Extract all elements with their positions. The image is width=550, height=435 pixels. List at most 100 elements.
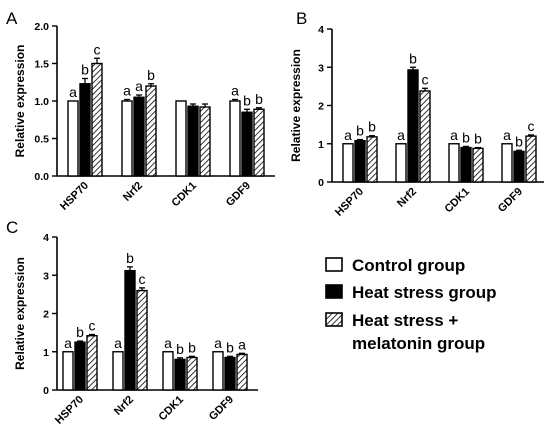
significance-label-c: a [214,335,222,351]
bar-c-nrf2-heat-stress [124,269,136,391]
significance-label-a: a [231,83,239,99]
significance-label-c: b [126,250,134,266]
bar-a-nrf2-heat-stress [133,96,145,177]
bar-a-gdf9-control [229,100,241,177]
bar-c-gdf9-heat-stress-melatonin [236,353,248,391]
significance-label-c: a [164,335,172,351]
bar-b-hsp70-control [342,143,354,183]
category-label-c-cdk1: CDK1 [156,394,186,424]
panel-letter-c: C [6,218,18,237]
y-tick-label-c: 3 [43,270,49,282]
y-tick-label-b: 1 [318,139,324,151]
bar-a-cdk1-heat-stress [187,105,199,177]
category-label-a-cdk1: CDK1 [169,180,199,210]
panel-letter-b: B [296,9,307,28]
bar-c-gdf9-heat-stress [224,356,236,391]
category-label-c-nrf2: Nrf2 [112,394,136,418]
significance-label-a: a [135,78,143,94]
y-tick-label-a: 2.0 [34,21,49,33]
category-label-c-gdf9: GDF9 [207,394,236,423]
bar-b-cdk1-control [448,143,460,183]
bar-a-hsp70-heat-stress [79,83,91,177]
significance-label-b: b [515,133,523,149]
significance-label-a: a [123,83,131,99]
legend-swatch-heat-stress [325,284,343,299]
y-axis-label-c: Relative expression [13,257,27,370]
significance-label-b: b [462,129,470,145]
category-label-a-nrf2: Nrf2 [121,180,145,204]
category-label-a-hsp70: HSP70 [58,180,91,213]
bar-c-hsp70-control [62,351,74,391]
significance-label-b: c [528,118,535,134]
bar-b-hsp70-heat-stress-melatonin [366,136,378,183]
bar-c-cdk1-heat-stress [174,358,186,391]
bar-c-nrf2-heat-stress-melatonin [136,289,148,391]
bar-a-gdf9-heat-stress-melatonin [253,108,265,177]
y-tick-label-c: 2 [43,309,49,321]
significance-label-c: b [226,339,234,355]
y-tick-label-b: 4 [318,24,324,36]
category-label-a-gdf9: GDF9 [224,180,253,209]
bar-b-gdf9-control [501,143,513,183]
category-label-b-cdk1: CDK1 [442,186,472,216]
y-tick-label-c: 1 [43,347,49,359]
significance-label-b: b [409,50,417,66]
legend-swatch-control [325,257,343,272]
legend-label-control: Control group [352,256,465,275]
bar-c-cdk1-control [162,351,174,391]
y-tick-label-c: 4 [43,232,49,244]
legend: Control group Heat stress group Heat str… [325,256,497,353]
significance-label-c: a [238,336,246,352]
y-tick-label-a: 0.0 [34,171,49,183]
significance-label-a: b [243,92,251,108]
bar-b-nrf2-heat-stress [407,69,419,183]
significance-label-b: a [450,127,458,143]
significance-label-c: b [188,339,196,355]
y-tick-label-b: 3 [318,62,324,74]
bar-c-cdk1-heat-stress-melatonin [186,356,198,391]
significance-label-c: a [64,335,72,351]
bar-a-gdf9-heat-stress [241,111,253,177]
significance-label-b: b [356,123,364,139]
significance-label-b: a [344,127,352,143]
bar-a-cdk1-heat-stress-melatonin [199,106,211,177]
significance-label-c: c [139,271,146,287]
significance-label-a: b [81,62,89,78]
y-tick-label-b: 0 [318,177,324,189]
y-axis-label-a: Relative expression [13,45,27,158]
panel-letter-a: A [6,9,18,28]
bar-b-gdf9-heat-stress [513,150,525,183]
category-label-b-nrf2: Nrf2 [395,186,419,210]
significance-label-a: b [147,67,155,83]
legend-label-heat-stress: Heat stress group [352,283,497,302]
legend-label-heat-stress-melatonin-line1: Heat stress + [352,311,458,330]
category-label-c-hsp70: HSP70 [53,394,86,427]
significance-label-b: b [368,119,376,135]
bar-b-nrf2-heat-stress-melatonin [419,90,431,183]
y-tick-label-a: 1.0 [34,96,49,108]
significance-label-c: b [176,341,184,357]
bar-a-nrf2-heat-stress-melatonin [145,85,157,177]
bar-b-cdk1-heat-stress [460,146,472,183]
bar-c-hsp70-heat-stress-melatonin [86,334,98,391]
bar-a-nrf2-control [121,100,133,177]
bar-c-gdf9-control [212,351,224,391]
bar-b-hsp70-heat-stress [354,139,366,183]
bar-c-nrf2-control [112,351,124,391]
y-axis-label-b: Relative expression [289,49,303,162]
bar-b-gdf9-heat-stress-melatonin [525,135,537,183]
bar-b-nrf2-control [395,143,407,183]
y-tick-label-c: 0 [43,385,49,397]
category-label-b-hsp70: HSP70 [333,186,366,219]
legend-label-heat-stress-melatonin-line2: melatonin group [352,334,485,353]
significance-label-a: b [255,91,263,107]
significance-label-c: b [76,324,84,340]
significance-label-c: a [114,335,122,351]
significance-label-b: a [503,127,511,143]
significance-label-b: c [422,71,429,87]
significance-label-b: b [474,131,482,147]
